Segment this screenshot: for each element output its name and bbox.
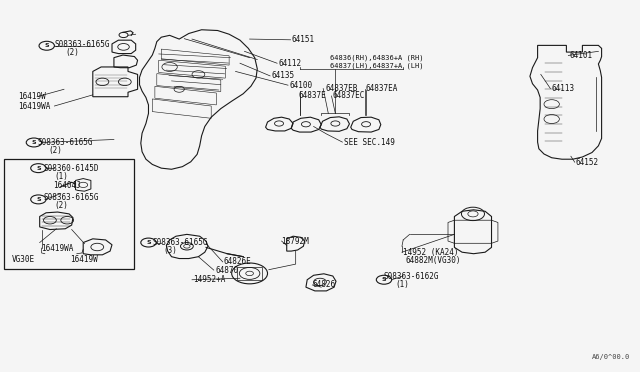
Text: 64826: 64826 xyxy=(312,280,335,289)
Text: A6/0^00.0: A6/0^00.0 xyxy=(592,354,630,360)
Text: 64135: 64135 xyxy=(271,71,294,80)
Text: SEE SEC.149: SEE SEC.149 xyxy=(344,138,395,147)
Text: 64826E: 64826E xyxy=(224,257,252,266)
Text: 64113: 64113 xyxy=(552,84,575,93)
Text: S: S xyxy=(381,277,387,282)
Text: 14952+A: 14952+A xyxy=(193,275,226,284)
Text: 14952 (KA24): 14952 (KA24) xyxy=(403,248,459,257)
Text: S08363-6165G: S08363-6165G xyxy=(152,238,208,247)
Text: 18792M: 18792M xyxy=(282,237,309,246)
Text: 16404J: 16404J xyxy=(53,181,81,190)
Text: S08363-6165G: S08363-6165G xyxy=(54,40,110,49)
Text: (1): (1) xyxy=(395,280,409,289)
Text: 64837(LH),64837+A (LH): 64837(LH),64837+A (LH) xyxy=(330,63,424,70)
Text: 64112: 64112 xyxy=(278,59,301,68)
Text: S08360-6145D: S08360-6145D xyxy=(44,164,99,173)
Text: S08363-6165G: S08363-6165G xyxy=(44,193,99,202)
Text: (2): (2) xyxy=(48,146,62,155)
Text: (2): (2) xyxy=(65,48,79,57)
Text: 16419W: 16419W xyxy=(70,255,98,264)
Text: 64837EB: 64837EB xyxy=(325,84,358,93)
Text: S: S xyxy=(36,166,41,171)
Text: 16419WA: 16419WA xyxy=(18,102,51,110)
Text: 64151: 64151 xyxy=(292,35,315,44)
Text: 64836(RH),64836+A (RH): 64836(RH),64836+A (RH) xyxy=(330,55,424,61)
Text: (3): (3) xyxy=(163,246,177,255)
Text: 64837EC: 64837EC xyxy=(333,92,365,100)
Text: S: S xyxy=(146,240,151,245)
Text: 64870: 64870 xyxy=(215,266,238,275)
Text: 16419WA: 16419WA xyxy=(42,244,74,253)
Text: S: S xyxy=(36,197,41,202)
Text: 64837E: 64837E xyxy=(299,92,326,100)
Bar xyxy=(4,159,134,269)
Text: 64882M(VG30): 64882M(VG30) xyxy=(405,256,461,265)
Text: 16419W: 16419W xyxy=(18,92,45,101)
Text: 64101: 64101 xyxy=(570,51,593,60)
Text: S08363-6162G: S08363-6162G xyxy=(384,272,440,280)
Text: (1): (1) xyxy=(54,172,68,181)
Text: 64100: 64100 xyxy=(289,81,312,90)
Text: S: S xyxy=(44,43,49,48)
Text: (2): (2) xyxy=(54,201,68,210)
Text: 64837EA: 64837EA xyxy=(365,84,398,93)
Text: VG30E: VG30E xyxy=(12,255,35,264)
Text: 64152: 64152 xyxy=(576,158,599,167)
Text: S08363-6165G: S08363-6165G xyxy=(37,138,93,147)
Text: S: S xyxy=(31,140,36,145)
